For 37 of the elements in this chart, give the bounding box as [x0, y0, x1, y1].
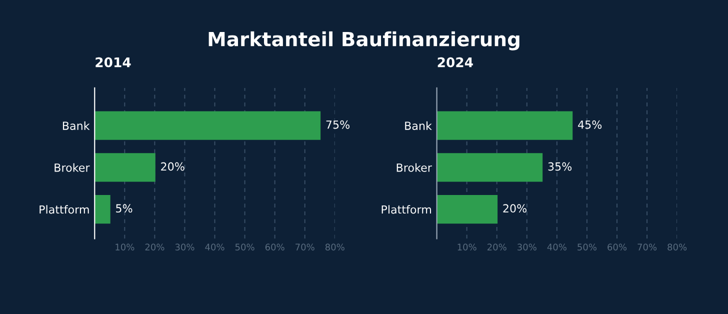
x-tick-label: 30%	[175, 244, 194, 250]
bar	[94, 111, 321, 140]
x-tick-label: 80%	[325, 244, 344, 250]
y-tick-label: Plattform	[382, 205, 431, 214]
x-tick-label: 20%	[487, 244, 506, 250]
data-label: 5%	[116, 204, 132, 213]
x-tick-label: 70%	[296, 244, 314, 250]
x-tick-label: 10%	[458, 244, 476, 250]
data-label: 35%	[548, 162, 572, 171]
x-tick-label: 40%	[205, 244, 224, 250]
x-tick-label: 40%	[547, 244, 566, 250]
data-label: 20%	[161, 162, 184, 171]
bar	[94, 153, 156, 182]
x-tick-label: 30%	[518, 244, 536, 250]
bar	[436, 153, 543, 182]
x-tick-label: 20%	[145, 244, 164, 250]
chart-subtitle: 2024	[438, 57, 473, 68]
y-tick-label: Plattform	[40, 205, 89, 214]
y-tick-label: Bank	[62, 121, 90, 130]
x-tick-label: 50%	[235, 244, 254, 250]
y-tick-label: Broker	[396, 163, 432, 172]
y-tick-label: Bank	[405, 121, 432, 130]
bar	[436, 195, 498, 224]
x-tick-label: 80%	[668, 244, 687, 250]
x-tick-label: 50%	[578, 244, 596, 250]
y-tick-label: Broker	[54, 163, 90, 172]
x-tick-label: 60%	[265, 244, 284, 250]
chart-title: Marktanteil Baufinanzierung	[208, 31, 520, 50]
data-label: 75%	[326, 120, 350, 129]
bar	[94, 195, 110, 224]
data-label: 20%	[503, 204, 526, 213]
x-tick-label: 10%	[116, 244, 134, 250]
chart-subtitle: 2014	[96, 57, 131, 68]
bar	[436, 111, 573, 140]
data-label: 45%	[578, 120, 602, 129]
x-tick-label: 60%	[608, 244, 627, 250]
x-tick-label: 70%	[638, 244, 657, 250]
